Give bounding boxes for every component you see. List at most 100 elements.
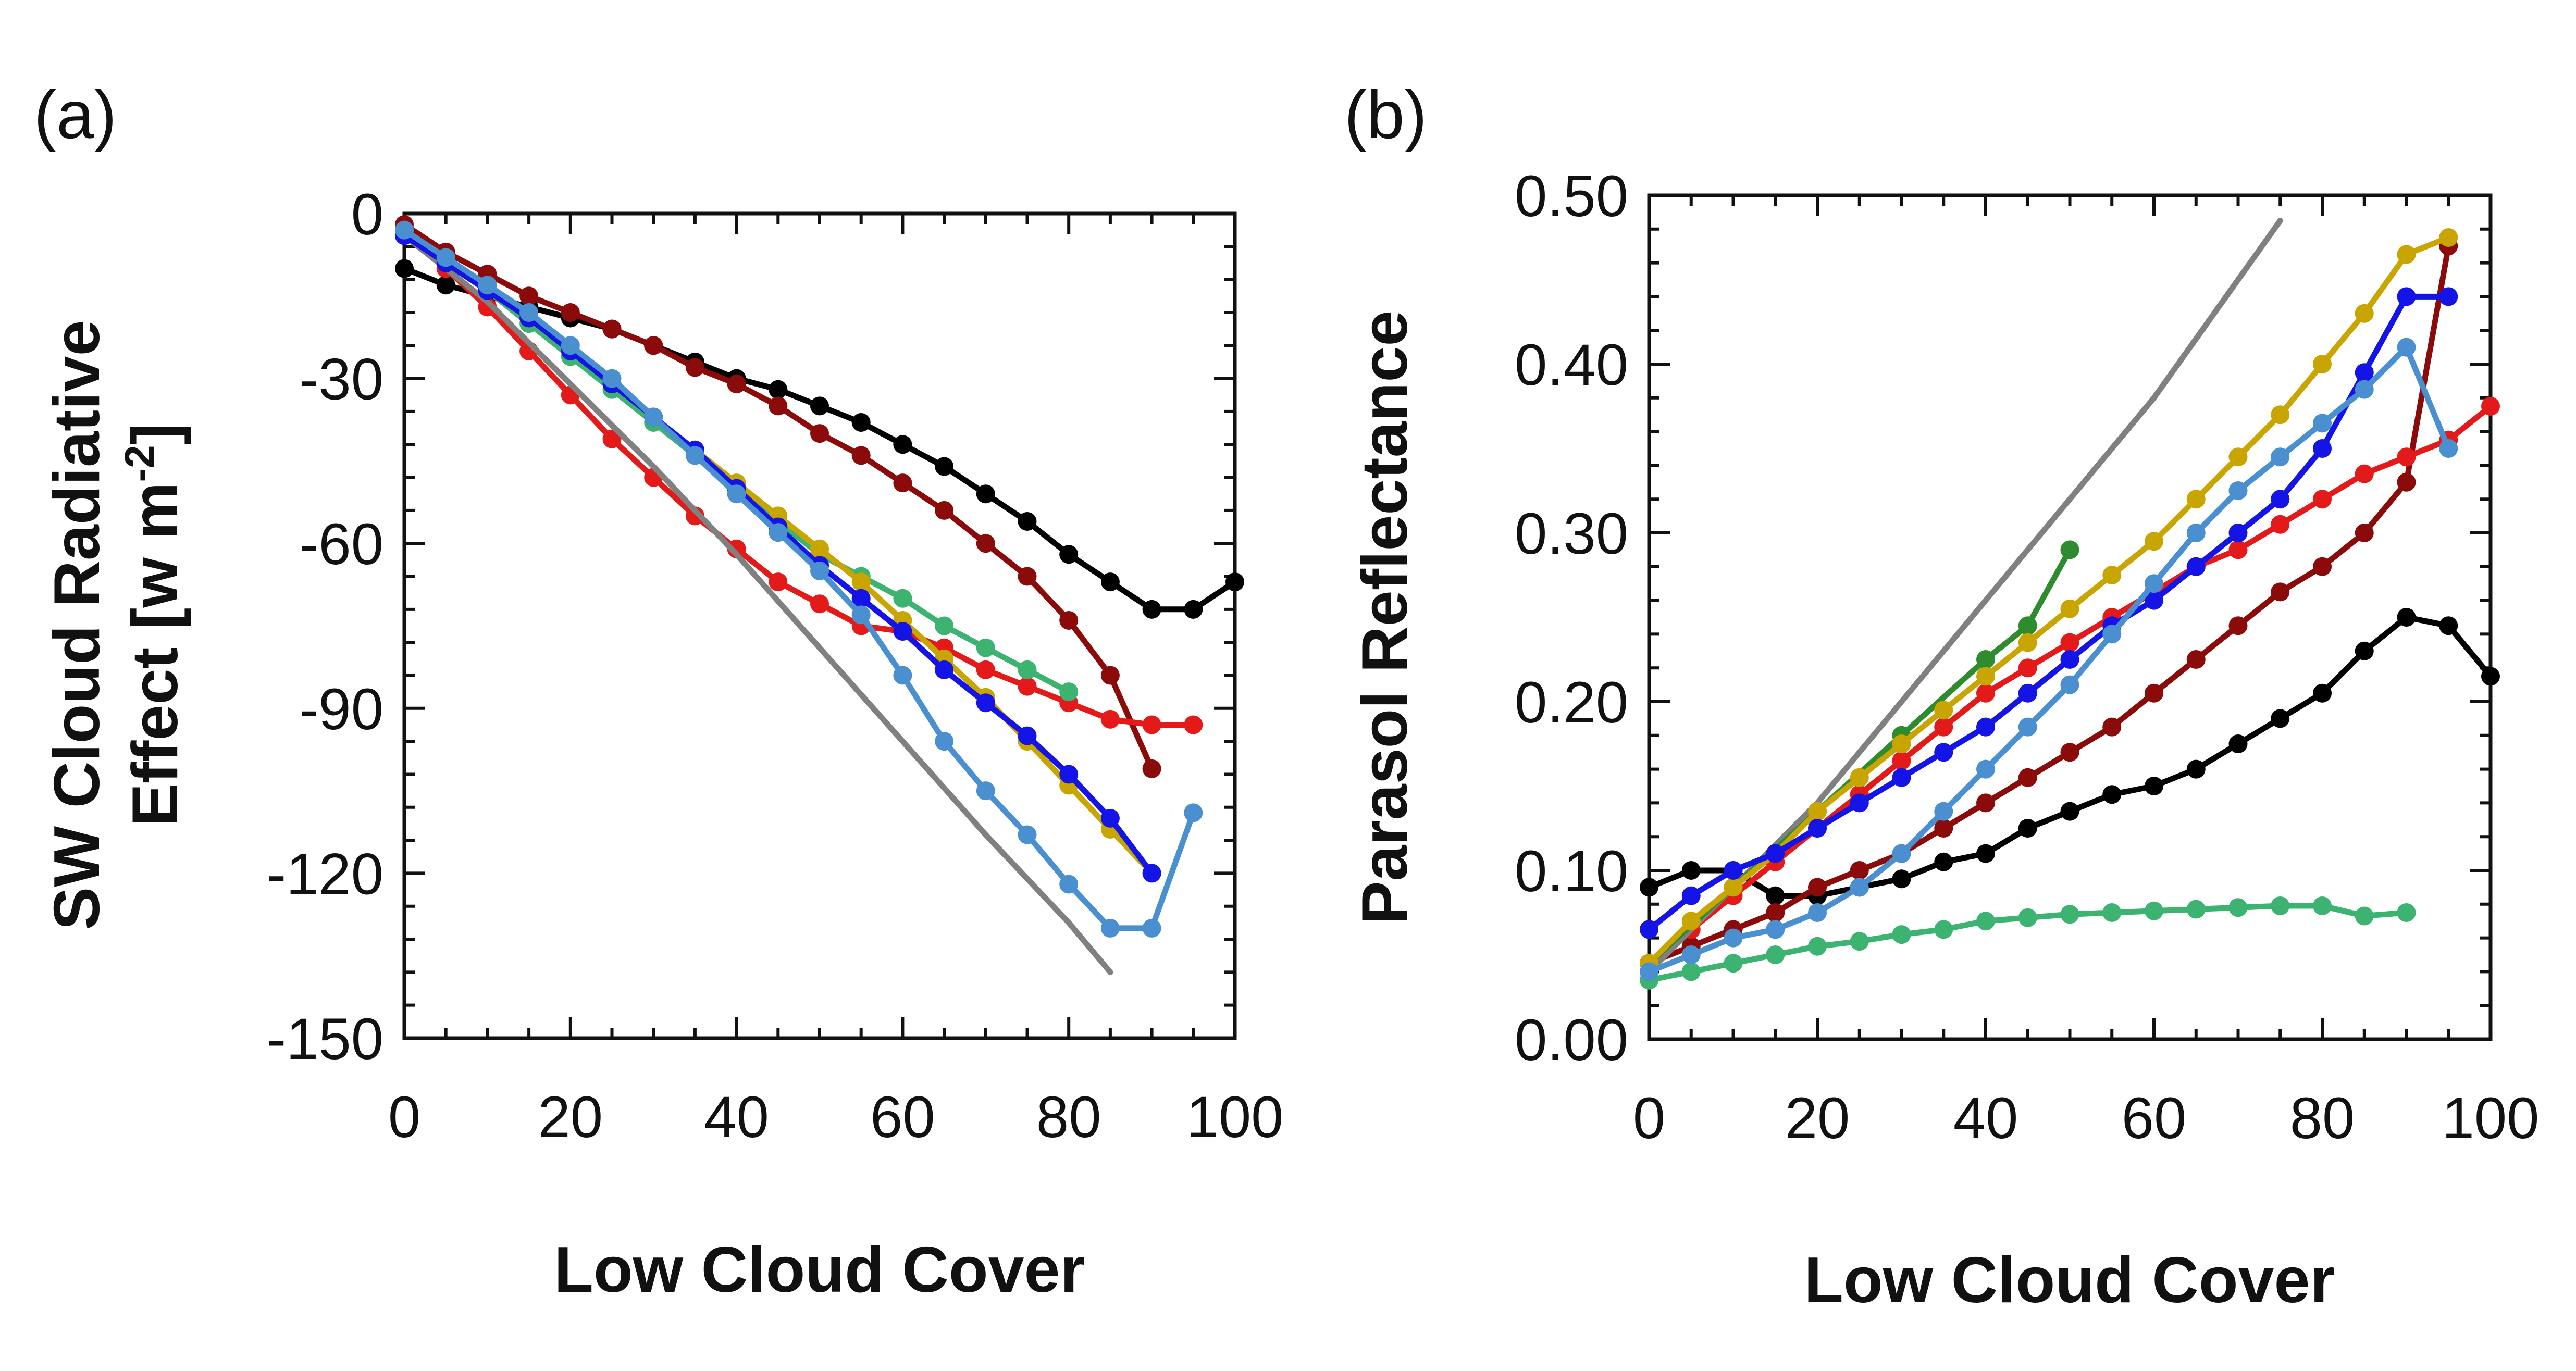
panel-a-series-7-point — [1018, 726, 1037, 745]
panel-b-x-axis-title: Low Cloud Cover — [1804, 1244, 2335, 1316]
panel-b-series-7-point — [2102, 566, 2122, 584]
panel-b-series-9-point — [2018, 717, 2037, 737]
panel-b-series-9-point — [2439, 439, 2458, 458]
panel-b-series-9-point — [2102, 625, 2122, 644]
panel-a-y-tick-label: -60 — [299, 512, 383, 577]
panel-a-series-8-point — [1018, 825, 1037, 844]
panel-b-series-5-point — [2186, 900, 2206, 919]
panel-b-series-6-point — [1976, 650, 1995, 669]
panel-b-y-tick-label: 0.50 — [1515, 164, 1628, 229]
panel-a-y-axis-title: SW Cloud RadiativeEffect [w m-2] — [41, 320, 191, 930]
panel-a-x-tick-label: 20 — [538, 1085, 603, 1150]
panel-b-series-1-point — [2145, 777, 2163, 795]
panel-b-series-1-point — [2228, 734, 2248, 753]
panel-a-series-2-point — [602, 319, 622, 339]
panel-b-series-2-point — [2102, 717, 2122, 737]
panel-a-series-2-point — [810, 424, 829, 443]
panel-a-series-1-point — [1142, 600, 1161, 619]
panel-b-series-1-point — [2102, 785, 2122, 804]
panel-b-series-9-point — [1766, 920, 1785, 939]
panel-a-series-1-point — [851, 413, 871, 432]
panel-b-series-8-point — [1976, 717, 1995, 737]
panel-a-series-1-point — [1059, 545, 1079, 564]
panel-b-series-9-point — [2397, 338, 2416, 357]
panel-b-series-7-point — [2228, 447, 2248, 467]
panel-a-series-1-point — [935, 457, 954, 476]
panel-a-series-6-point — [851, 572, 871, 592]
panel-b-series-5-point — [2313, 896, 2332, 916]
panel-b-series-3-point — [2481, 397, 2500, 416]
panel-b-series-8-point — [2397, 287, 2416, 306]
panel-b-series-3-point — [2060, 633, 2079, 652]
panel-a-series-3-point — [1142, 715, 1161, 734]
panel-b-series-1-point — [2355, 641, 2374, 660]
panel-a-series-3-point — [1100, 709, 1120, 729]
panel-b-series-3-point — [1892, 751, 1911, 770]
panel-b-series-8-point — [1724, 861, 1743, 880]
panel-a-series-2-point — [769, 396, 788, 416]
panel-b-series-3-point — [2355, 464, 2374, 483]
panel-b-series-7-point — [2271, 405, 2290, 425]
panel-a-series-8-point — [769, 523, 788, 542]
panel-b-series-6-point — [2060, 540, 2079, 559]
panel-b-series-8-point — [2271, 490, 2290, 509]
panel-b-series-2-point — [2145, 683, 2163, 703]
panel-b-series-1-point — [2060, 802, 2079, 821]
panel-a-series-2-point — [519, 286, 539, 306]
panel-a-y-tick-label: -30 — [299, 347, 383, 412]
panel-b-series-2-point — [1934, 819, 1953, 838]
panel-b-series-1-point — [1976, 844, 1995, 863]
panel-a-series-3-point — [769, 572, 788, 592]
panel-a-series-3-point — [602, 429, 622, 448]
panel-b-series-7-point — [1724, 878, 1743, 897]
panel-b-series-9-point — [2060, 675, 2079, 694]
panel-a-series-5-point — [976, 638, 995, 657]
panel-b-series-8-point — [2145, 591, 2163, 610]
panel-b-series-9-point — [2271, 447, 2290, 467]
panel-a-series-8-point — [1184, 803, 1203, 822]
panel-b-series-9-point — [2186, 524, 2206, 542]
panel-a-y-axis-title-line2: Effect [w m — [119, 482, 191, 827]
panel-b-x-tick-label: 100 — [2442, 1086, 2540, 1151]
panel-b-series-3-point — [2313, 490, 2332, 509]
panel-b-axes: 0 20 40 60 80 100 0.00 0.10 0.20 0.30 0.40 0.50 — [1515, 164, 2539, 1151]
panel-b-y-tick-label: 0.00 — [1515, 1007, 1628, 1073]
panel-b-series-9-point — [1934, 802, 1953, 821]
panel-b-series-7-point — [2060, 599, 2079, 618]
panel-a-y-tick-label: -150 — [267, 1006, 383, 1071]
panel-a-series-2-point — [893, 473, 912, 493]
panel-b-series-2-point — [1976, 793, 1995, 813]
panel-b-series-3-point — [2228, 540, 2248, 559]
panel-a-series-2-point — [1059, 610, 1079, 630]
panel-a-y-axis-title-sup: -2 — [116, 445, 163, 482]
panel-b-series-8-point — [1892, 768, 1911, 787]
panel-b-series-9-point — [1892, 844, 1911, 863]
panel-a-x-tick-label: 100 — [1186, 1085, 1284, 1150]
panel-a-series-8-point — [935, 732, 954, 751]
panel-b-series-8-point — [1766, 844, 1785, 863]
panel-b-series-2-point — [2186, 650, 2206, 669]
panel-b-series-7-point — [1808, 802, 1827, 821]
panel-b-series-9-point — [1976, 759, 1995, 779]
panel-a-y-axis-title-line1: SW Cloud Radiative — [41, 320, 113, 930]
panel-a-series-2-point — [685, 358, 704, 377]
panel-b-series-7-point — [1934, 701, 1953, 720]
panel-b-series-8-point — [2228, 524, 2248, 542]
panel-b-series-7-point — [2355, 304, 2374, 323]
panel-a-series-3-point — [1018, 677, 1037, 696]
panel-b-series-5-point — [2060, 905, 2079, 924]
panel-a-series-8-point — [810, 561, 829, 580]
panel-b-series-5-point — [2102, 903, 2122, 922]
panel-b-series-3-point — [1934, 717, 1953, 737]
panel-a-series-5-point — [1018, 660, 1037, 679]
panel-a-series-2-point — [1100, 666, 1120, 685]
panel-b-series-5-point — [1681, 962, 1701, 981]
panel-b-series-7-point — [1976, 667, 1995, 686]
panel-b-series-8-point — [1808, 819, 1827, 838]
panel-b-series-1-point — [2397, 608, 2416, 627]
panel-b-y-tick-label: 0.40 — [1515, 332, 1628, 397]
panel-a-series-7-point — [1100, 808, 1120, 828]
panel-b-series-5-point — [2271, 896, 2290, 916]
panel-a-series-4-line — [401, 232, 1113, 975]
panel-a-series-2-point — [851, 446, 871, 465]
